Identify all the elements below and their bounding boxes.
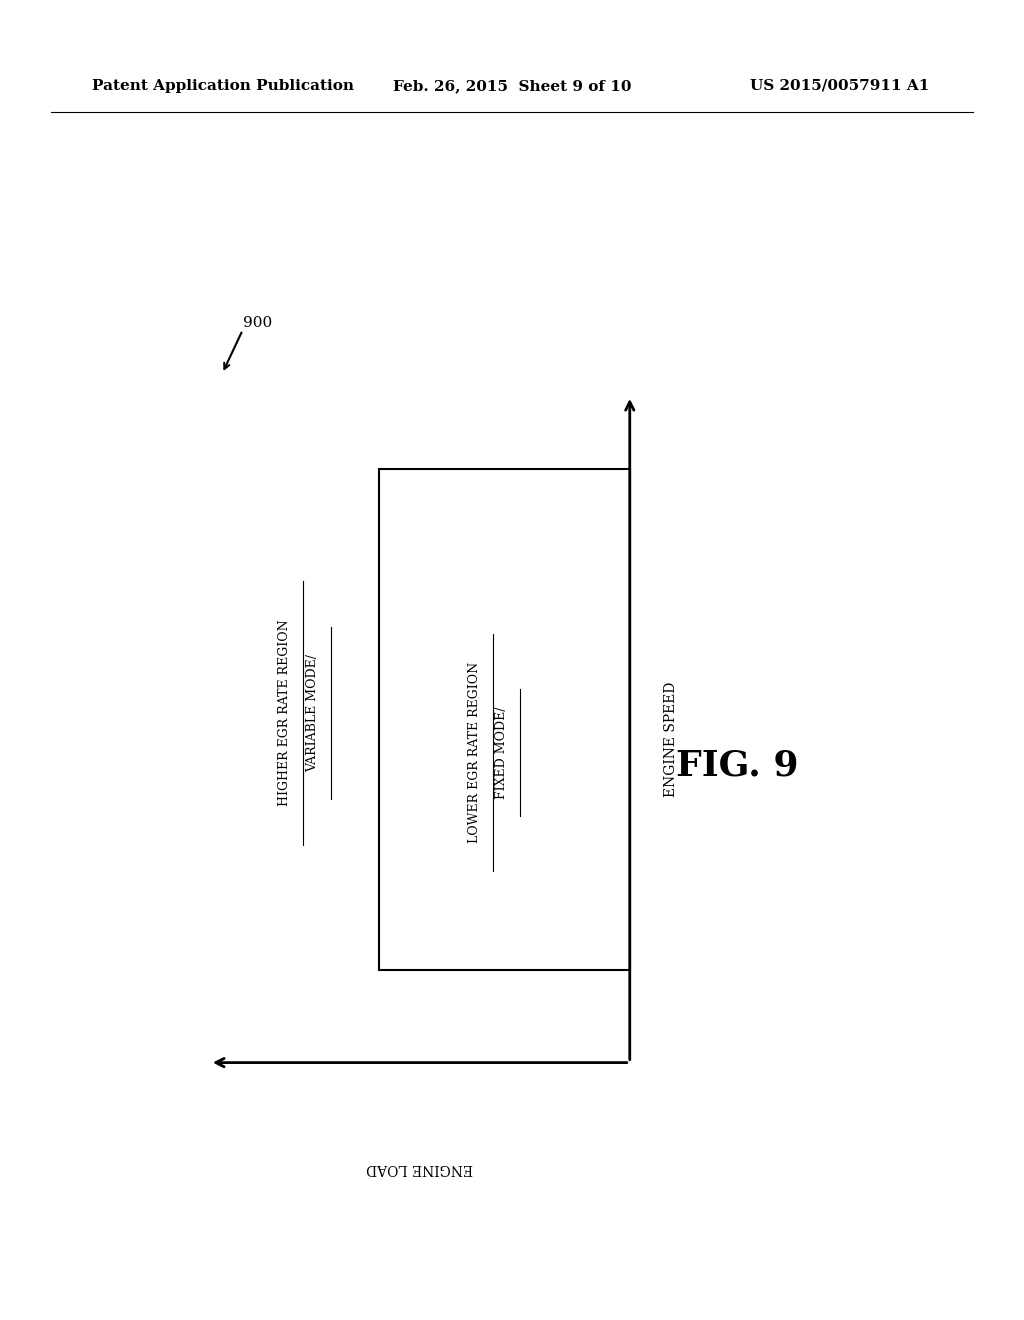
Text: Patent Application Publication: Patent Application Publication bbox=[92, 79, 354, 92]
Text: ENGINE SPEED: ENGINE SPEED bbox=[664, 681, 678, 797]
Text: LOWER EGR RATE REGION: LOWER EGR RATE REGION bbox=[468, 661, 480, 843]
Text: VARIABLE MODE/: VARIABLE MODE/ bbox=[306, 653, 318, 772]
Text: ENGINE LOAD: ENGINE LOAD bbox=[367, 1162, 473, 1175]
Text: FIG. 9: FIG. 9 bbox=[676, 748, 799, 783]
Text: Feb. 26, 2015  Sheet 9 of 10: Feb. 26, 2015 Sheet 9 of 10 bbox=[393, 79, 631, 92]
Text: 900: 900 bbox=[243, 317, 272, 330]
Bar bbox=[379, 469, 630, 970]
Text: US 2015/0057911 A1: US 2015/0057911 A1 bbox=[750, 79, 930, 92]
Text: HIGHER EGR RATE REGION: HIGHER EGR RATE REGION bbox=[279, 619, 291, 807]
Text: FIXED MODE/: FIXED MODE/ bbox=[496, 706, 508, 799]
